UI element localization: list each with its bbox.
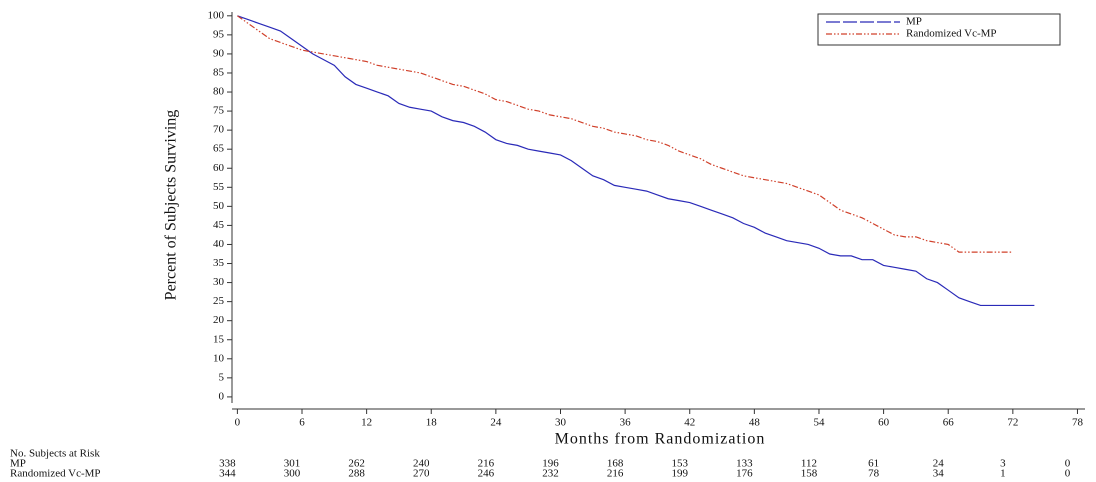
- x-tick-label: 12: [361, 417, 372, 429]
- risk-count: 262: [348, 458, 365, 470]
- y-tick-label: 40: [213, 238, 225, 250]
- y-tick-label: 55: [213, 181, 225, 193]
- risk-count: 338: [219, 458, 236, 470]
- y-tick-label: 65: [213, 143, 225, 155]
- y-tick-label: 80: [213, 86, 225, 98]
- y-tick-label: 20: [213, 314, 225, 326]
- risk-count: 344: [219, 468, 236, 480]
- y-axis-label: Percent of Subjects Surviving: [163, 110, 180, 301]
- x-tick-label: 42: [684, 417, 695, 429]
- risk-count: 3: [1000, 458, 1006, 470]
- risk-count: 61: [868, 458, 879, 470]
- survival-curve: [237, 15, 1013, 253]
- y-tick-label: 85: [213, 67, 225, 79]
- x-tick-label: 6: [299, 417, 305, 429]
- y-tick-label: 100: [208, 9, 225, 21]
- risk-count: 158: [801, 468, 818, 480]
- y-tick-label: 90: [213, 47, 225, 59]
- risk-count: 168: [607, 458, 624, 470]
- x-tick-label: 36: [620, 417, 632, 429]
- risk-count: 301: [284, 458, 301, 470]
- y-tick-label: 0: [219, 390, 225, 402]
- y-tick-label: 15: [213, 333, 225, 345]
- risk-count: 1: [1000, 468, 1006, 480]
- x-tick-label: 78: [1072, 417, 1084, 429]
- y-tick-label: 95: [213, 28, 225, 40]
- risk-count: 34: [933, 468, 945, 480]
- x-tick-label: 30: [555, 417, 567, 429]
- x-tick-label: 54: [813, 417, 825, 429]
- y-tick-label: 25: [213, 295, 225, 307]
- risk-count: 216: [478, 458, 495, 470]
- legend-label: Randomized Vc-MP: [906, 28, 997, 40]
- y-tick-label: 50: [213, 200, 225, 212]
- x-tick-label: 24: [490, 417, 502, 429]
- survival-curve: [237, 15, 1035, 307]
- y-tick-label: 5: [219, 371, 225, 383]
- y-tick-label: 35: [213, 257, 225, 269]
- risk-count: 133: [736, 458, 753, 470]
- risk-count: 176: [736, 468, 753, 480]
- risk-count: 199: [671, 468, 688, 480]
- y-tick-label: 45: [213, 219, 225, 231]
- risk-row-label: MP: [10, 458, 26, 470]
- risk-count: 270: [413, 468, 430, 480]
- risk-count: 0: [1065, 468, 1071, 480]
- x-axis-label: Months from Randomization: [555, 431, 766, 448]
- risk-count: 112: [801, 458, 817, 470]
- y-tick-label: 30: [213, 276, 225, 288]
- legend-label: MP: [906, 16, 922, 28]
- risk-count: 196: [542, 458, 559, 470]
- risk-table-title: No. Subjects at Risk: [10, 448, 100, 460]
- risk-count: 288: [348, 468, 365, 480]
- risk-count: 78: [868, 468, 880, 480]
- legend-box: [817, 13, 1061, 46]
- risk-count: 24: [933, 458, 945, 470]
- risk-count: 216: [607, 468, 624, 480]
- risk-count: 300: [284, 468, 301, 480]
- x-tick-label: 48: [749, 417, 761, 429]
- risk-count: 240: [413, 458, 430, 470]
- x-tick-label: 0: [235, 417, 241, 429]
- y-tick-label: 10: [213, 352, 225, 364]
- risk-row-label: Randomized Vc-MP: [10, 468, 101, 480]
- risk-count: 232: [542, 468, 559, 480]
- y-tick-label: 70: [213, 124, 225, 136]
- risk-count: 0: [1065, 458, 1071, 470]
- x-tick-label: 72: [1007, 417, 1018, 429]
- y-tick-label: 60: [213, 162, 225, 174]
- y-tick-label: 75: [213, 105, 225, 117]
- risk-count: 153: [671, 458, 688, 470]
- x-tick-label: 18: [426, 417, 438, 429]
- x-tick-label: 60: [878, 417, 890, 429]
- x-tick-label: 66: [943, 417, 955, 429]
- risk-count: 246: [478, 468, 495, 480]
